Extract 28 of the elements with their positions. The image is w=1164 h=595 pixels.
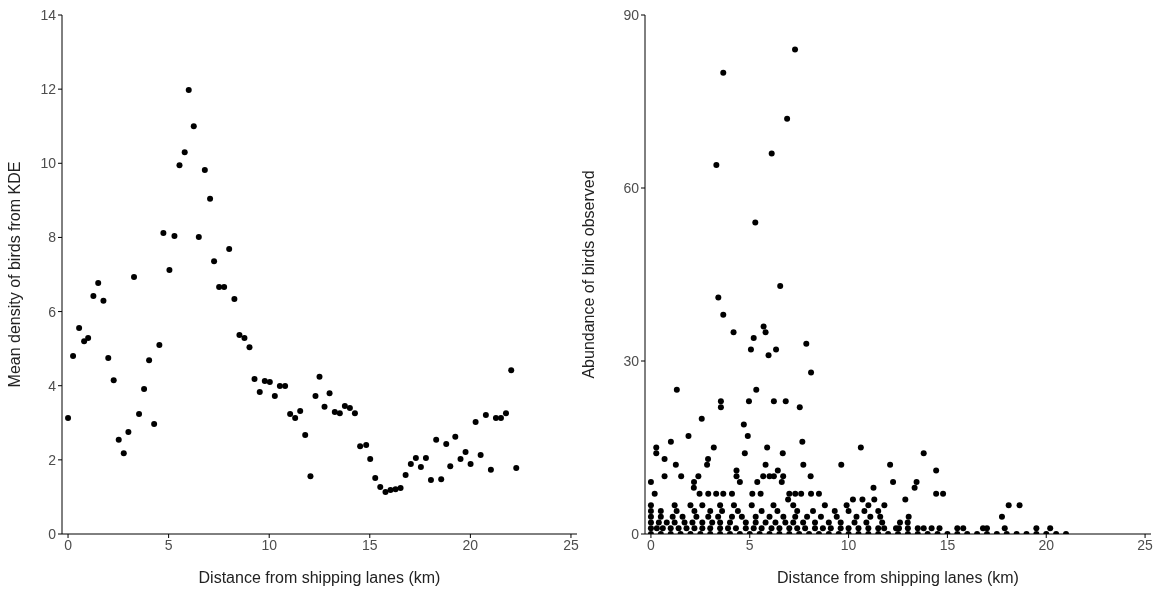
x-tick-label: 10 [840, 536, 857, 553]
y-tick-label: 90 [623, 6, 640, 23]
x-tick-label: 0 [647, 536, 656, 553]
x-axis-title: Distance from shipping lanes (km) [198, 569, 441, 586]
x-tick-label: 20 [462, 536, 479, 553]
x-tick-label: 25 [1137, 536, 1154, 553]
y-tick-label: 10 [40, 155, 57, 172]
x-tick-label: 25 [563, 536, 579, 553]
y-tick-label: 0 [48, 525, 57, 542]
x-tick-label: 20 [1038, 536, 1055, 553]
x-tick-label: 15 [939, 536, 956, 553]
y-axis-title: Abundance of birds observed [579, 170, 597, 379]
x-tick-label: 15 [362, 536, 378, 553]
y-tick-label: 30 [623, 352, 640, 369]
x-tick-label: 5 [164, 536, 173, 553]
y-axis-title: Mean density of birds from KDE [5, 161, 23, 388]
x-tick-label: 5 [745, 536, 754, 553]
x-tick-label: 0 [64, 536, 73, 553]
y-tick-label: 8 [48, 229, 57, 246]
y-tick-label: 2 [48, 451, 57, 468]
y-tick-label: 0 [631, 525, 640, 542]
y-tick-label: 12 [40, 81, 57, 98]
y-tick-label: 4 [48, 377, 57, 394]
y-tick-label: 14 [40, 6, 57, 23]
y-tick-label: 6 [48, 303, 57, 320]
x-axis-title: Distance from shipping lanes (km) [777, 569, 1019, 586]
y-tick-label: 60 [623, 179, 640, 196]
x-tick-label: 10 [261, 536, 278, 553]
